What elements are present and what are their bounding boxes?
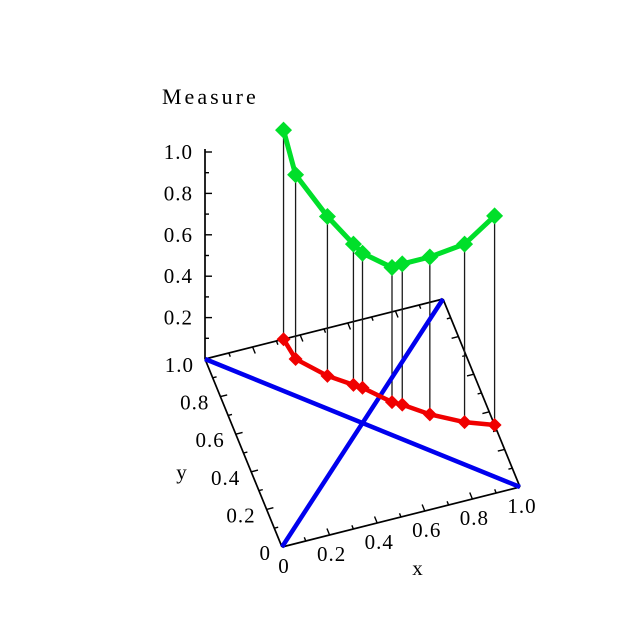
- base-path-marker: [385, 395, 400, 410]
- x-axis-tick: [398, 513, 402, 518]
- y-axis-tick: [235, 431, 243, 435]
- measure-curve-marker: [287, 166, 305, 184]
- right-edge-tick: [482, 411, 490, 415]
- x-axis-tick-label: 0: [278, 554, 290, 578]
- y-axis-tick-label: 0.2: [226, 503, 255, 527]
- base-path-marker: [320, 368, 335, 383]
- measure-curve-marker: [318, 207, 336, 225]
- top-edge-tick: [251, 346, 256, 354]
- top-edge-tick: [323, 328, 327, 333]
- y-axis-tick: [212, 376, 217, 379]
- base-path-marker: [457, 415, 472, 430]
- y-axis-tick-label: 1.0: [165, 353, 194, 377]
- x-axis-tick: [494, 489, 497, 494]
- measure-axis-tick-label: 1.0: [164, 140, 193, 164]
- top-edge-tick: [299, 334, 304, 342]
- y-axis-tick: [243, 451, 248, 454]
- right-edge-tick: [497, 448, 505, 452]
- measure-curve-marker: [486, 207, 504, 225]
- x-axis-tick-label: 0.8: [460, 506, 489, 530]
- y-axis-tick: [266, 507, 274, 511]
- y-axis-tick: [258, 488, 263, 492]
- right-edge-tick: [466, 373, 474, 377]
- right-edge-tick: [446, 317, 451, 320]
- y-axis-tick: [274, 526, 279, 529]
- measure-curve: [281, 129, 497, 271]
- base-path-marker: [276, 332, 291, 347]
- right-edge-tick: [508, 467, 513, 470]
- diagonal-y-equals-one-minus-x: [204, 356, 521, 490]
- x-axis-tick-label: 0.6: [412, 518, 441, 542]
- measure-curve-marker: [456, 235, 474, 253]
- x-axis-title: x: [412, 556, 424, 580]
- x-axis-tick: [469, 492, 474, 500]
- y-axis-tick-label: 0.8: [180, 391, 209, 415]
- y-axis-tick: [251, 469, 259, 473]
- base-path-marker: [487, 417, 502, 432]
- x-axis-tick: [373, 516, 378, 524]
- measure-curve-marker: [344, 235, 362, 253]
- x-axis-tick: [326, 528, 331, 536]
- y-axis-tick-label: 0: [260, 541, 272, 565]
- measure-axis-title: Measure: [162, 84, 259, 109]
- top-edge-tick: [275, 340, 279, 345]
- x-axis-tick-label: 1.0: [507, 494, 536, 518]
- measure-curve-marker: [354, 244, 371, 262]
- x-axis-tick: [446, 501, 450, 506]
- x-axis-tick: [351, 525, 355, 530]
- measure-axis-tick-label: 0.4: [164, 264, 193, 288]
- top-edge-tick: [394, 310, 399, 318]
- top-edge-tick: [347, 322, 352, 330]
- measure-curve-marker: [421, 248, 439, 266]
- y-axis-tick-label: 0.6: [196, 428, 225, 452]
- x-axis-tick-label: 0.4: [365, 530, 394, 554]
- base-path-marker: [422, 407, 437, 422]
- x-axis-tick: [421, 504, 426, 512]
- base-path-curve: [281, 338, 495, 428]
- base-path-marker: [355, 380, 370, 395]
- top-edge-tick: [418, 304, 422, 309]
- right-edge-tick: [451, 335, 459, 339]
- y-axis-title: y: [176, 460, 188, 484]
- y-axis-tick-label: 0.4: [211, 466, 240, 490]
- base-path-marker: [288, 351, 303, 366]
- measure-axis-tick-label: 0.6: [164, 223, 193, 247]
- x-axis-tick: [303, 537, 307, 542]
- measure-axis-tick-label: 0.8: [164, 181, 193, 205]
- top-edge-tick: [228, 352, 231, 357]
- top-edge-tick: [370, 316, 374, 321]
- x-axis-tick-label: 0.2: [317, 542, 346, 566]
- y-axis-tick: [220, 394, 228, 398]
- measure-curve-marker: [393, 255, 411, 273]
- measure-axis-tick-label: 0.2: [164, 306, 193, 330]
- y-axis-tick: [227, 413, 233, 417]
- base-path-marker: [395, 397, 410, 412]
- measure-curve-marker: [275, 121, 293, 139]
- right-edge-tick: [477, 392, 482, 395]
